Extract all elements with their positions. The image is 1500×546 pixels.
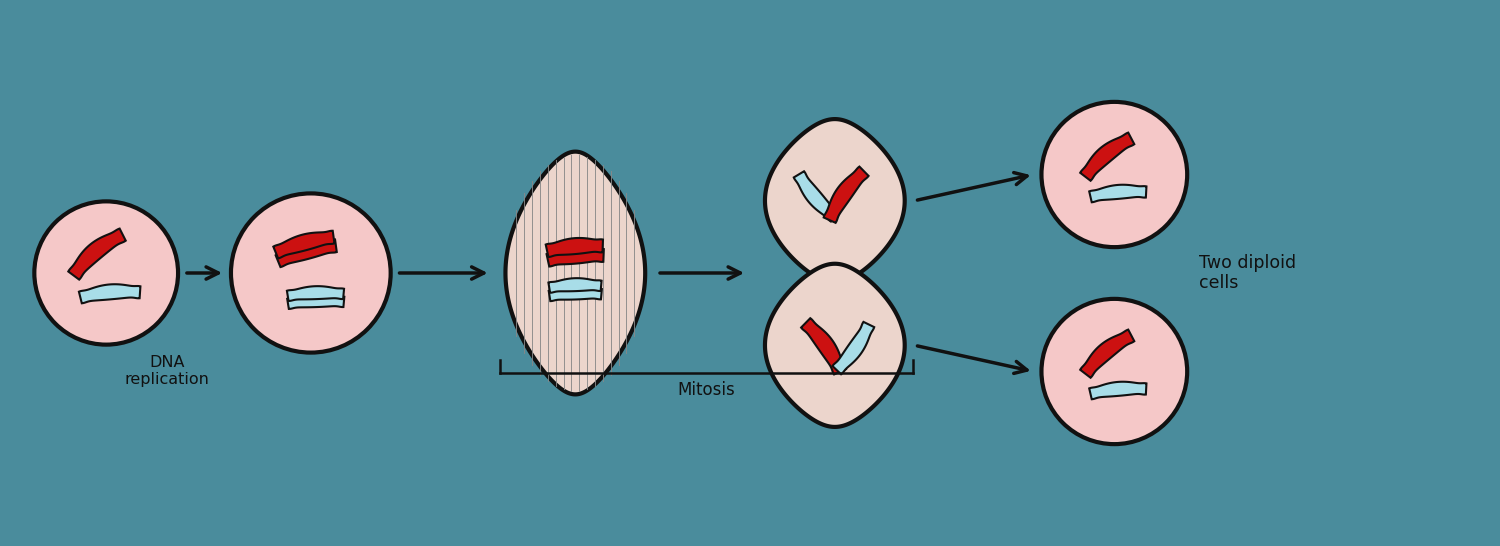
Ellipse shape <box>1041 102 1187 247</box>
Polygon shape <box>276 239 338 267</box>
Polygon shape <box>506 152 645 394</box>
Polygon shape <box>765 119 904 282</box>
Polygon shape <box>286 286 344 301</box>
Polygon shape <box>1080 133 1134 181</box>
Ellipse shape <box>1041 299 1187 444</box>
Polygon shape <box>549 287 602 301</box>
Polygon shape <box>69 229 126 280</box>
Polygon shape <box>801 318 846 375</box>
Text: Mitosis: Mitosis <box>678 381 735 399</box>
Polygon shape <box>549 278 602 293</box>
Text: DNA
replication: DNA replication <box>124 354 210 387</box>
Polygon shape <box>833 322 874 374</box>
Polygon shape <box>80 284 141 303</box>
Polygon shape <box>765 264 904 427</box>
Ellipse shape <box>231 193 390 353</box>
Polygon shape <box>273 231 334 258</box>
Ellipse shape <box>34 201 178 345</box>
Polygon shape <box>286 294 345 309</box>
Polygon shape <box>546 247 604 266</box>
Text: Two diploid
cells: Two diploid cells <box>1198 253 1296 293</box>
Polygon shape <box>1089 382 1146 399</box>
Polygon shape <box>1080 330 1134 378</box>
Polygon shape <box>794 171 838 222</box>
Polygon shape <box>824 167 868 223</box>
Polygon shape <box>1089 185 1146 202</box>
Polygon shape <box>546 238 603 257</box>
